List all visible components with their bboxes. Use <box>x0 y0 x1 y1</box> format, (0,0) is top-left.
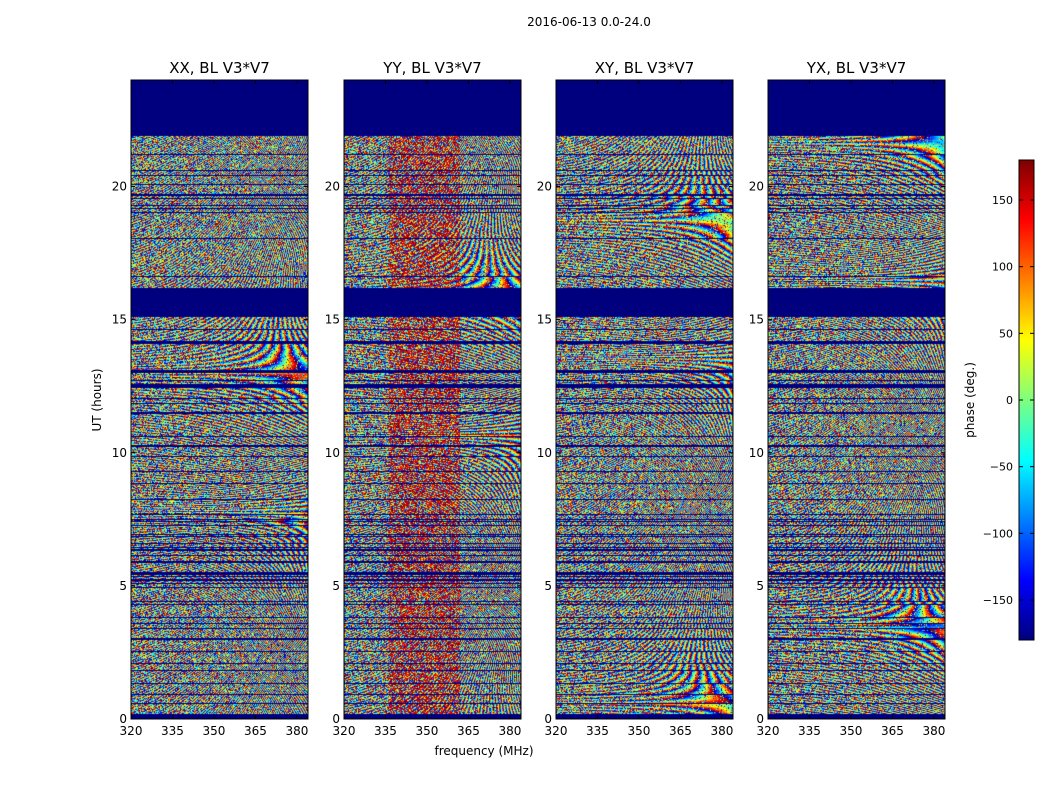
panel-3-ytick-label-0: 0 <box>756 712 764 726</box>
panel-3: YX, BL V3*V7 320 335 350 365 380 0 5 10 15 20 <box>749 59 946 738</box>
panel-1-ytick-label-10: 10 <box>325 446 340 460</box>
colorbar-ticks: 150 100 50 0 −50 −100 −150 <box>983 194 1034 607</box>
x-axis-label: frequency (MHz) <box>434 744 533 758</box>
colorbar-label: phase (deg.) <box>963 362 977 438</box>
panel-0-xtick-label-365: 365 <box>244 724 267 738</box>
y-axis-label: UT (hours) <box>90 368 104 431</box>
colorbar-tick-label-0: 150 <box>992 194 1013 207</box>
panel-2-heatmap <box>556 80 733 719</box>
panel-1-title: YY, BL V3*V7 <box>382 59 481 77</box>
colorbar-tick-label-1: 100 <box>992 261 1013 274</box>
colorbar-tick-label-2: 50 <box>999 327 1013 340</box>
panel-1-xtick-label-320: 320 <box>333 724 356 738</box>
panel-3-title: YX, BL V3*V7 <box>806 59 907 77</box>
panel-3-frame <box>767 79 946 720</box>
panel-2-xtick-label-365: 365 <box>669 724 692 738</box>
panel-1-xtick-label-380: 380 <box>498 724 521 738</box>
panel-2-ytick-label-15: 15 <box>537 313 552 327</box>
panel-0-xtick-label-320: 320 <box>120 724 143 738</box>
panel-2-ytick-label-5: 5 <box>544 579 552 593</box>
panel-3-xtick-label-320: 320 <box>757 724 780 738</box>
colorbar-tick-label-4: −50 <box>990 461 1013 474</box>
colorbar-tick-label-3: 0 <box>1006 394 1013 407</box>
panel-2-ytick-label-20: 20 <box>537 180 552 194</box>
panel-3-ytick-label-20: 20 <box>749 180 764 194</box>
panel-1-heatmap <box>344 80 521 719</box>
panel-1-frame <box>343 79 522 720</box>
panel-3-ytick-label-10: 10 <box>749 446 764 460</box>
panel-1-xtick-label-365: 365 <box>457 724 480 738</box>
chart-suptitle: 2016-06-13 0.0-24.0 <box>527 15 651 29</box>
panel-0-heatmap <box>131 80 308 719</box>
colorbar-tick-label-5: −100 <box>983 527 1013 540</box>
panel-1-ytick-label-5: 5 <box>332 579 340 593</box>
panel-1: YY, BL V3*V7 320 335 350 365 380 0 5 10 15 20 <box>325 59 522 738</box>
panel-1-ytick-label-15: 15 <box>325 313 340 327</box>
panel-2-ytick-label-10: 10 <box>537 446 552 460</box>
panel-3-xtick-label-365: 365 <box>881 724 904 738</box>
panel-0-frame <box>130 79 309 720</box>
panel-3-ytick-label-5: 5 <box>756 579 764 593</box>
panel-0-ytick-label-15: 15 <box>112 313 127 327</box>
panel-2-xtick-label-335: 335 <box>586 724 609 738</box>
panel-0-ytick-label-10: 10 <box>112 446 127 460</box>
panel-0-ytick-label-0: 0 <box>119 712 127 726</box>
panel-2: XY, BL V3*V7 320 335 350 365 380 0 5 10 15 20 <box>537 59 734 738</box>
panel-1-ytick-label-0: 0 <box>332 712 340 726</box>
panel-0-xtick-label-380: 380 <box>285 724 308 738</box>
panel-3-xtick-label-380: 380 <box>922 724 945 738</box>
panel-3-xtick-label-335: 335 <box>798 724 821 738</box>
panel-2-title: XY, BL V3*V7 <box>595 59 695 77</box>
colorbar: 150 100 50 0 −50 −100 −150 phase (deg.) <box>963 159 1035 641</box>
panel-3-heatmap <box>768 80 945 719</box>
colorbar-tick-label-6: −150 <box>983 594 1013 607</box>
panel-2-xtick-label-380: 380 <box>710 724 733 738</box>
panel-1-xtick-label-350: 350 <box>416 724 439 738</box>
panel-0-xtick-label-350: 350 <box>203 724 226 738</box>
panel-1-ytick-label-20: 20 <box>325 180 340 194</box>
panel-2-xtick-label-320: 320 <box>545 724 568 738</box>
panel-3-xtick-label-350: 350 <box>840 724 863 738</box>
panel-2-xtick-label-350: 350 <box>628 724 651 738</box>
panel-0-xtick-label-335: 335 <box>161 724 184 738</box>
panel-0-ytick-label-20: 20 <box>112 180 127 194</box>
panel-2-frame <box>555 79 734 720</box>
panel-0-ytick-label-5: 5 <box>119 579 127 593</box>
panel-0: XX, BL V3*V7 320 335 350 365 380 0 5 10 15 20 <box>112 59 309 738</box>
panel-3-ytick-label-15: 15 <box>749 313 764 327</box>
panel-0-title: XX, BL V3*V7 <box>169 59 270 77</box>
panel-1-xtick-label-335: 335 <box>374 724 397 738</box>
panel-2-ytick-label-0: 0 <box>544 712 552 726</box>
